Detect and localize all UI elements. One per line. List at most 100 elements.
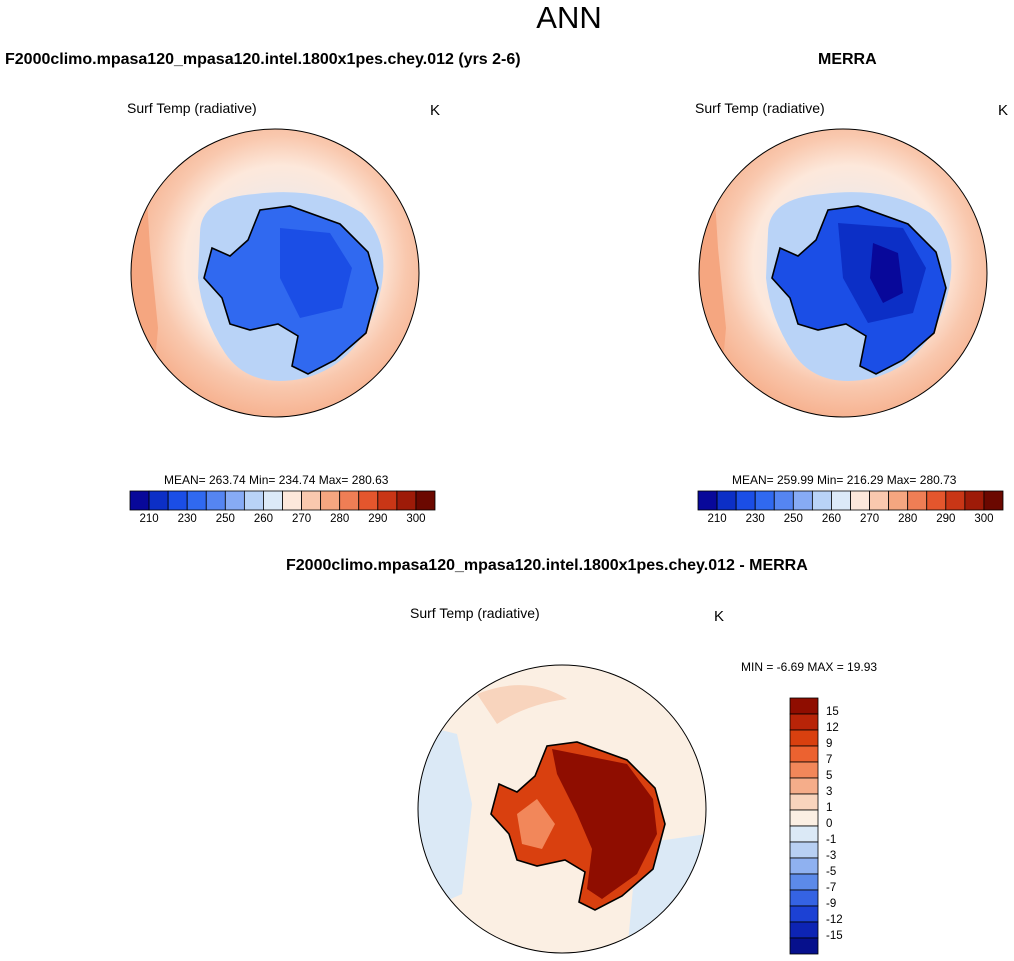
diff-colorbar-tick-label: -1: [826, 834, 837, 846]
panel2-colorbar-swatch: [811, 490, 832, 511]
diff-colorbar-swatch: [789, 713, 819, 731]
panel1-colorbar-swatch: [129, 490, 150, 511]
panel2-colorbar-tick-label: 210: [707, 513, 727, 525]
diff-colorbar-swatch: [789, 873, 819, 891]
panel1-colorbar-swatch: [282, 490, 302, 511]
diff-colorbar-tick-label: -12: [826, 914, 843, 926]
diff-variable-label: Surf Temp (radiative): [410, 605, 540, 621]
diff-units: K: [714, 608, 725, 625]
diff-colorbar-swatch: [789, 825, 819, 843]
panel2-colorbar-swatch: [888, 490, 909, 511]
diff-colorbar-swatch: [789, 697, 819, 715]
panel2-colorbar-swatch: [869, 490, 890, 511]
panel2-colorbar-tick-label: 290: [936, 513, 956, 525]
diff-colorbar-swatch: [789, 889, 819, 907]
panel2-case-title: MERRA: [818, 51, 877, 68]
diff-plateau: [552, 749, 657, 899]
diff-colorbar-tick-label: 15: [826, 706, 839, 718]
panel2-variable-label: Surf Temp (radiative): [695, 100, 825, 116]
diff-colorbar-swatch: [789, 841, 819, 859]
panel2-colorbar-swatch: [907, 490, 928, 511]
diff-colorbar-tick-label: 9: [826, 738, 833, 750]
diff-colorbar-swatch: [789, 729, 819, 747]
panel1-colorbar-swatch: [339, 490, 360, 511]
diff-colorbar-tick-label: 7: [826, 754, 833, 766]
panel2-plateau-core: [870, 243, 903, 303]
panel2-units: K: [998, 102, 1009, 119]
panel1-colorbar-swatch: [243, 490, 264, 511]
panel2-colorbar-tick-label: 230: [745, 513, 765, 525]
panel1-colorbar-tick-label: 270: [291, 513, 312, 525]
panel1-colorbar-swatch: [320, 490, 341, 511]
diff-colorbar-tick-label: 1: [826, 802, 833, 814]
diff-colorbar-tick-label: 5: [826, 770, 833, 782]
diff-colorbar-tick-label: -7: [826, 882, 837, 894]
diff-colorbar-swatch: [789, 937, 819, 955]
panel2-colorbar-swatch: [964, 490, 985, 511]
diff-cool-region: [418, 724, 472, 914]
main-title: ANN: [536, 0, 602, 35]
panel1-colorbar-swatch: [186, 490, 207, 511]
panel1-units: K: [430, 102, 441, 119]
diff-colorbar-swatch: [789, 761, 819, 779]
panel2-colorbar-tick-label: 250: [783, 513, 803, 525]
panel1-colorbar-swatch: [263, 490, 283, 511]
panel2-colorbar-swatch: [754, 490, 775, 511]
panel1-colorbar: [129, 490, 436, 511]
diff-colorbar-swatch: [789, 745, 819, 763]
diff-colorbar-tick-label: -3: [826, 850, 837, 862]
panel1-colorbar-tick-label: 230: [177, 513, 197, 525]
panel2-colorbar-swatch: [850, 490, 870, 511]
diff-colorbar-swatch: [789, 857, 819, 875]
diff-colorbar-tick-label: 0: [826, 818, 833, 830]
panel2-colorbar-tick-label: 280: [898, 513, 918, 525]
panel1-case-title: F2000climo.mpasa120_mpasa120.intel.1800x…: [5, 51, 521, 68]
panel2-stats: MEAN= 259.99 Min= 216.29 Max= 280.73: [732, 473, 957, 487]
panel2-colorbar-swatch: [716, 490, 737, 511]
panel1-colorbar-swatch: [205, 490, 226, 511]
diff-stats: MIN = -6.69 MAX = 19.93: [741, 660, 878, 674]
diff-map: [417, 664, 707, 954]
panel2-colorbar-swatch: [831, 490, 851, 511]
diff-colorbar-tick-label: -5: [826, 866, 837, 878]
panel2-colorbar-swatch: [773, 490, 794, 511]
panel1-colorbar-tick-label: 290: [368, 513, 388, 525]
panel2-colorbar-tick-label: 260: [821, 513, 842, 525]
panel1-colorbar-swatch: [224, 490, 245, 511]
panel1-colorbar-swatch: [358, 490, 379, 511]
diff-colorbar-tick-label: 3: [826, 786, 833, 798]
panel1-colorbar-swatch: [415, 490, 436, 511]
diff-colorbar-tick-label: 12: [826, 722, 839, 734]
panel1-colorbar-swatch: [396, 490, 417, 511]
panel1-colorbar-tick-label: 250: [215, 513, 235, 525]
panel2-colorbar-swatch: [945, 490, 966, 511]
panel2-colorbar-swatch: [697, 490, 718, 511]
panel2-colorbar-swatch: [735, 490, 756, 511]
panel2-colorbar-swatch: [983, 490, 1004, 511]
panel2-colorbar-tick-label: 270: [859, 513, 880, 525]
diff-colorbar-swatch: [789, 905, 819, 923]
diff-colorbar-swatch: [789, 777, 819, 795]
panel2-colorbar-swatch: [792, 490, 813, 511]
panel2-colorbar: [697, 490, 1004, 511]
diff-colorbar-tick-label: -9: [826, 898, 837, 910]
diff-colorbar-swatch: [789, 793, 819, 811]
diff-colorbar-swatch: [789, 921, 819, 939]
diff-ridge: [517, 799, 555, 849]
panel1-colorbar-swatch: [377, 490, 398, 511]
panel1-colorbar-tick-label: 260: [253, 513, 274, 525]
panel1-colorbar-tick-label: 210: [139, 513, 159, 525]
diff-colorbar-swatch: [789, 809, 819, 827]
panel1-plateau: [280, 228, 352, 318]
panel2-colorbar-swatch: [926, 490, 947, 511]
panel2-map: [698, 128, 988, 418]
panel1-stats: MEAN= 263.74 Min= 234.74 Max= 280.63: [164, 473, 389, 487]
panel1-colorbar-swatch: [301, 490, 322, 511]
diff-case-title: F2000climo.mpasa120_mpasa120.intel.1800x…: [286, 557, 808, 574]
panel1-colorbar-tick-label: 300: [406, 513, 426, 525]
panel1-map: [130, 128, 420, 418]
diff-colorbar: [789, 697, 819, 955]
diff-warm-patch: [477, 685, 567, 724]
panel1-variable-label: Surf Temp (radiative): [127, 100, 257, 116]
diff-colorbar-tick-label: -15: [826, 930, 843, 942]
